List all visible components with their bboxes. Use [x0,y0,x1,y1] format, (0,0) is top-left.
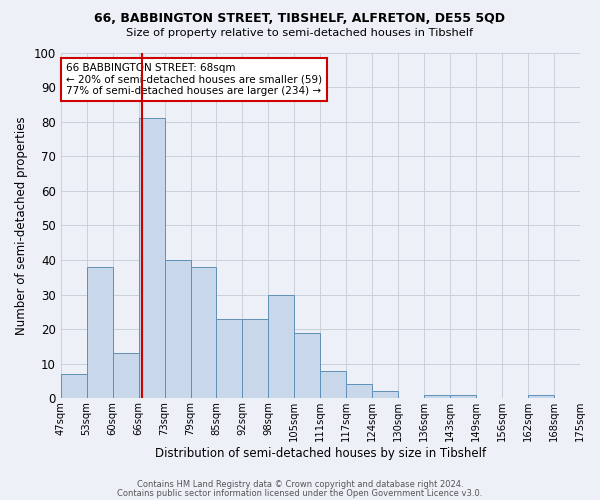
Bar [61,374,86,398]
Bar [242,319,268,398]
Text: Contains HM Land Registry data © Crown copyright and database right 2024.: Contains HM Land Registry data © Crown c… [137,480,463,489]
Bar [320,370,346,398]
Bar [191,267,217,398]
Text: Contains public sector information licensed under the Open Government Licence v3: Contains public sector information licen… [118,489,482,498]
Bar [372,392,398,398]
Bar [346,384,372,398]
Bar [295,332,320,398]
Bar [268,294,295,399]
Bar [86,267,113,398]
Bar [450,395,476,398]
Text: 66 BABBINGTON STREET: 68sqm
← 20% of semi-detached houses are smaller (59)
77% o: 66 BABBINGTON STREET: 68sqm ← 20% of sem… [66,63,322,96]
Y-axis label: Number of semi-detached properties: Number of semi-detached properties [15,116,28,334]
Text: Size of property relative to semi-detached houses in Tibshelf: Size of property relative to semi-detach… [127,28,473,38]
Bar [217,319,242,398]
Text: 66, BABBINGTON STREET, TIBSHELF, ALFRETON, DE55 5QD: 66, BABBINGTON STREET, TIBSHELF, ALFRETO… [95,12,505,26]
Bar [528,395,554,398]
X-axis label: Distribution of semi-detached houses by size in Tibshelf: Distribution of semi-detached houses by … [155,447,486,460]
Bar [139,118,164,398]
Bar [113,354,139,399]
Bar [164,260,191,398]
Bar [424,395,450,398]
